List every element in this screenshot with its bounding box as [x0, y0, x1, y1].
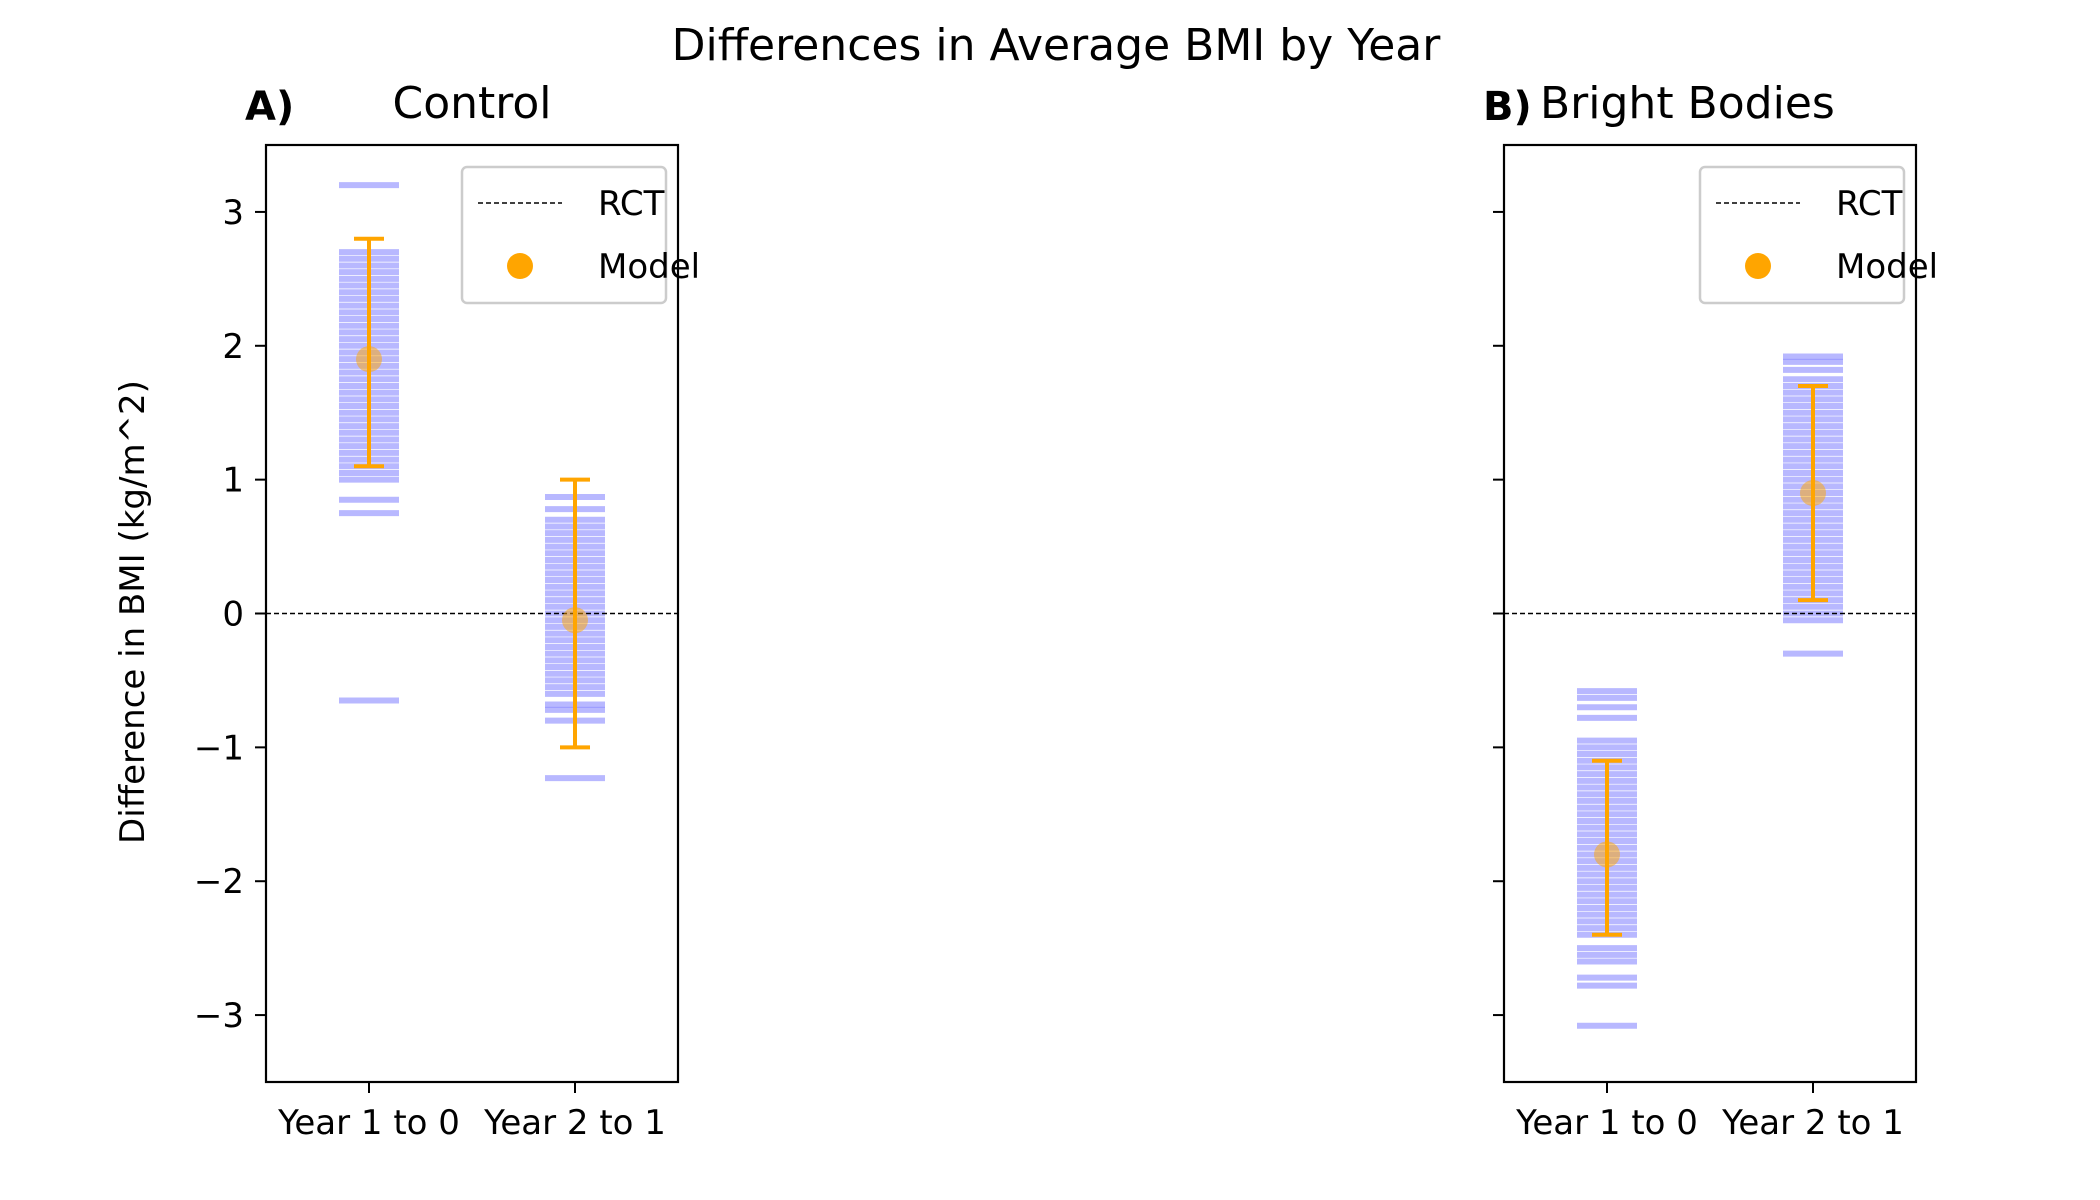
panels: A) Control −3 −2 −1 0 1 2 3 Year 1 to 0 Year 2 to … [194, 78, 1938, 1143]
y-tick-label: 3 [222, 193, 244, 233]
legend-model-swatch [507, 253, 533, 279]
legend: RCT Model [460, 165, 700, 305]
legend-model-label: Model [1836, 247, 1938, 287]
legend-rct-label: RCT [598, 184, 665, 224]
y-tick-label: −3 [194, 996, 244, 1036]
figure-title: Differences in Average BMI by Year [672, 20, 1442, 71]
y-tick-label: −1 [194, 728, 244, 768]
panel-letter: B) [1483, 84, 1532, 130]
x-tick-label: Year 1 to 0 [277, 1103, 460, 1143]
model-point [1594, 841, 1620, 868]
model-point [1800, 480, 1826, 507]
y-tick-label: −2 [194, 862, 244, 902]
legend-model-label: Model [598, 247, 700, 287]
x-tick-label: Year 2 to 1 [1721, 1103, 1904, 1143]
legend-model-swatch [1745, 253, 1771, 279]
y-axis-label: Difference in BMI (kg/m^2) [113, 380, 153, 844]
x-tick-label: Year 2 to 1 [483, 1103, 666, 1143]
model-point [356, 346, 382, 373]
y-tick-label: 1 [222, 461, 244, 501]
chart-panel-1: B) Bright Bodies Year 1 to 0 Year 2 to 1 RCT… [1483, 78, 1938, 1143]
panel-letter: A) [245, 84, 294, 130]
panel-title: Control [392, 78, 551, 129]
y-tick-label: 0 [222, 595, 244, 635]
x-tick-label: Year 1 to 0 [1515, 1103, 1698, 1143]
legend-rct-label: RCT [1836, 184, 1903, 224]
y-tick-label: 2 [222, 327, 244, 367]
panel-title: Bright Bodies [1540, 78, 1835, 129]
chart-panel-0: A) Control −3 −2 −1 0 1 2 3 Year 1 to 0 Year 2 to … [194, 78, 700, 1143]
legend: RCT Model [1698, 165, 1938, 305]
model-point [562, 607, 588, 634]
